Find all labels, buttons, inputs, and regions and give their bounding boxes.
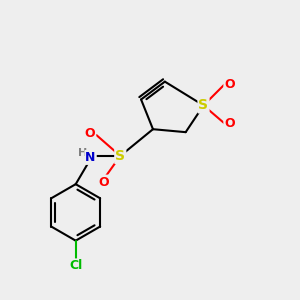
Text: N: N (85, 151, 96, 164)
Text: O: O (99, 176, 109, 189)
Text: O: O (224, 117, 235, 130)
Text: O: O (224, 78, 235, 91)
Text: S: S (115, 149, 125, 163)
Text: H: H (79, 148, 88, 158)
Text: O: O (85, 127, 95, 140)
Text: S: S (199, 98, 208, 112)
Text: Cl: Cl (69, 260, 82, 272)
